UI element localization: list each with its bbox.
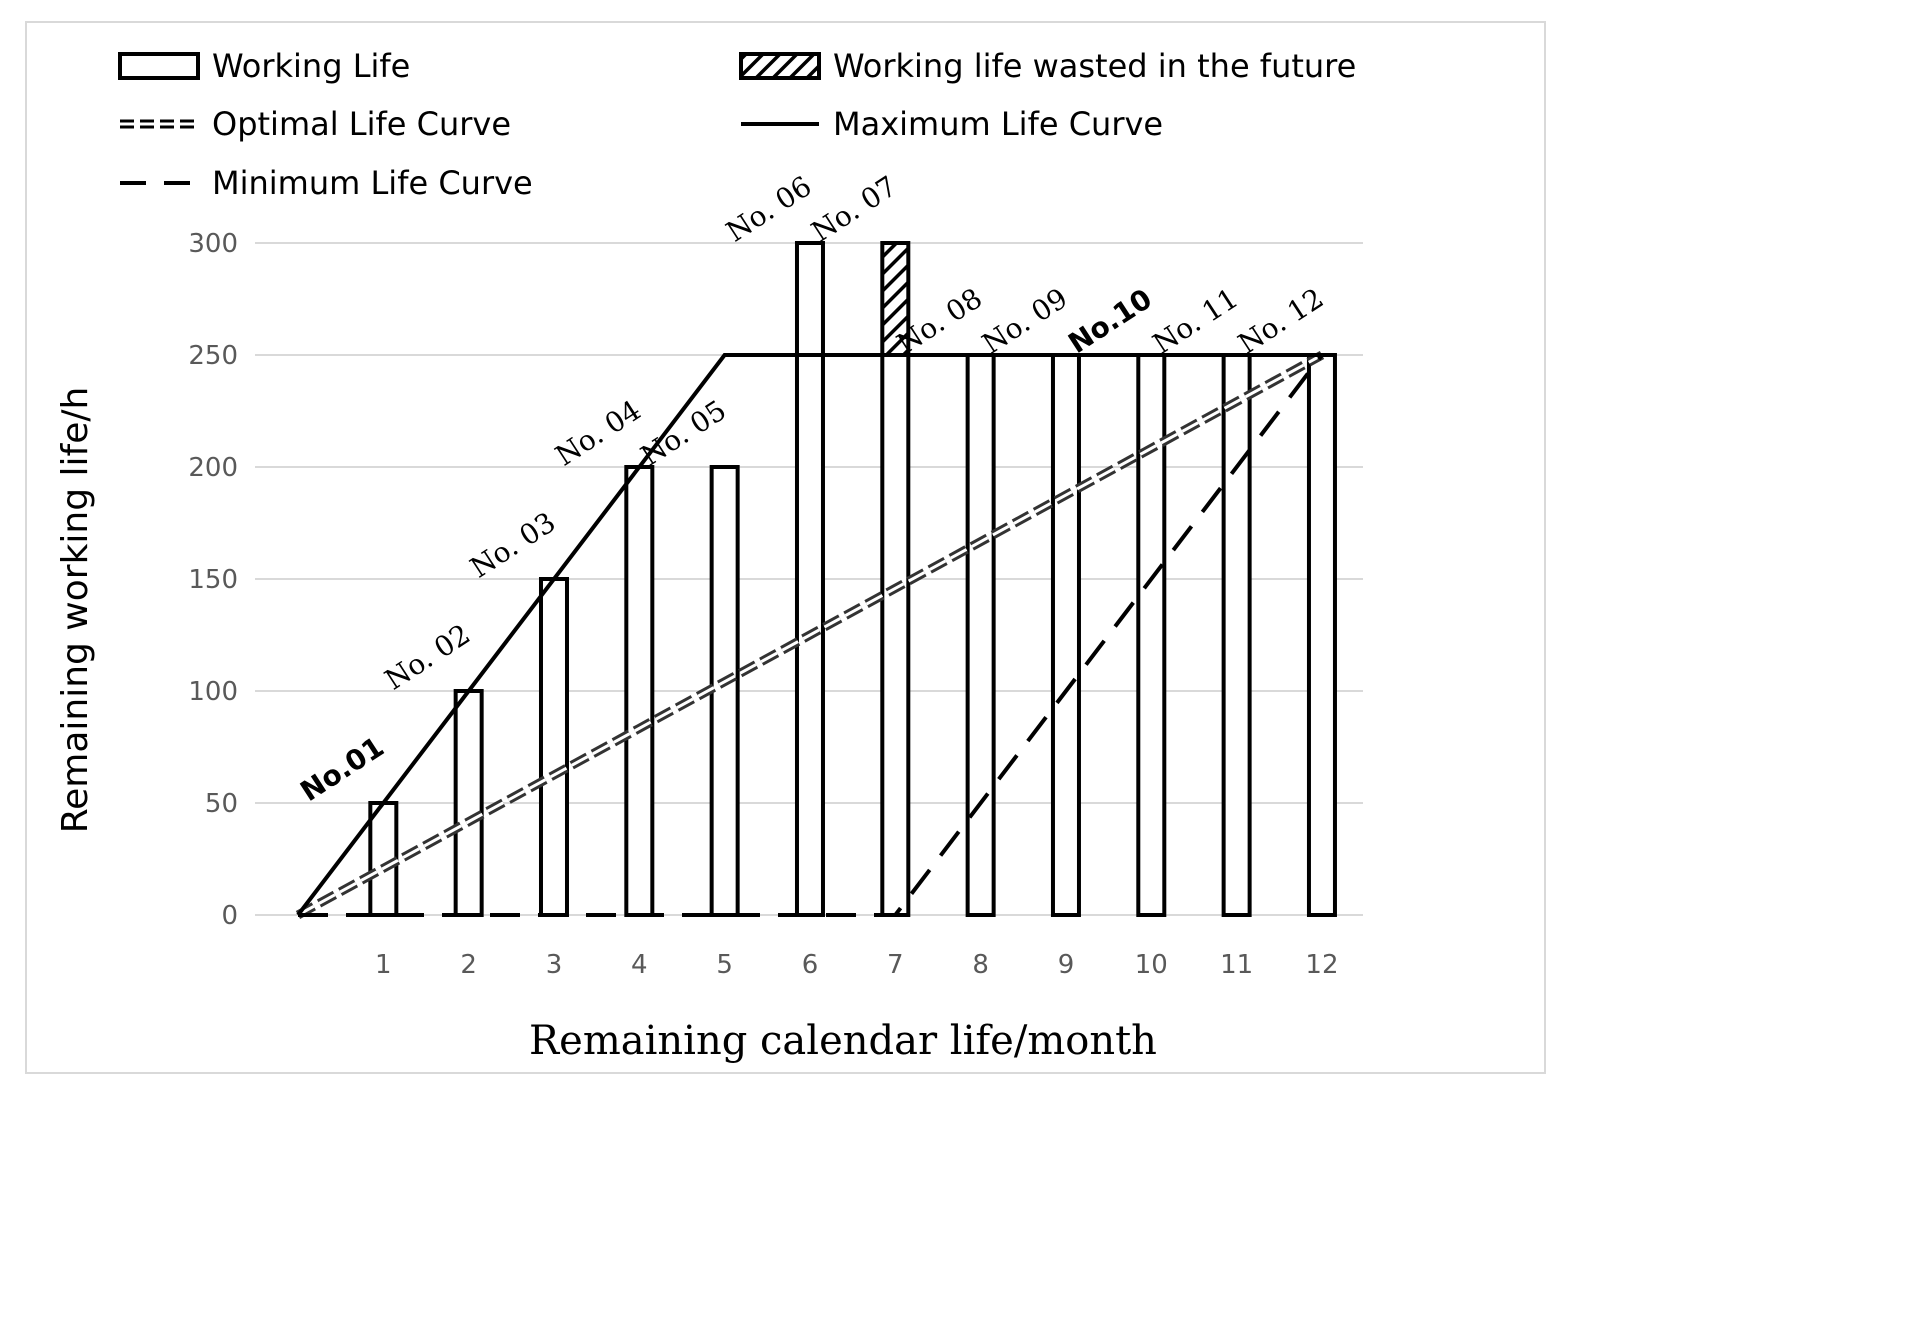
legend: Working Life Working life wasted in the … <box>118 47 1356 202</box>
x-tick-label: 12 <box>1305 950 1338 980</box>
curves <box>295 351 1325 919</box>
bar-working-life <box>965 353 996 917</box>
legend-item-minimum-curve: Minimum Life Curve <box>120 164 533 202</box>
bar-label: No. 07 <box>806 170 903 249</box>
bar-working-life <box>1221 353 1252 917</box>
minimum-life-curve <box>298 353 1324 917</box>
maximum-life-curve <box>296 353 1322 917</box>
x-tick-label: 3 <box>546 950 563 980</box>
x-axis-label: Remaining calendar life/month <box>529 1018 1157 1064</box>
legend-label-working-life: Working Life <box>212 47 410 85</box>
legend-item-wasted-life: Working life wasted in the future <box>739 47 1356 85</box>
optimal-life-curve-inner <box>297 353 1323 917</box>
legend-item-maximum-curve: Maximum Life Curve <box>741 105 1163 143</box>
bar-label: No. 02 <box>379 618 476 697</box>
bar-label: No. 11 <box>1147 282 1244 361</box>
chart-border <box>25 21 1546 1074</box>
x-axis-ticks: 1 2 3 4 5 6 7 8 9 10 11 12 <box>375 950 1338 980</box>
x-tick-label: 6 <box>802 950 819 980</box>
y-tick-label: 200 <box>188 453 238 483</box>
x-tick-label: 8 <box>972 950 989 980</box>
y-tick-label: 250 <box>188 341 238 371</box>
legend-label-optimal-curve: Optimal Life Curve <box>212 105 511 143</box>
bar-wasted-life <box>880 241 911 357</box>
x-tick-label: 2 <box>460 950 477 980</box>
bar-label: No. 09 <box>976 282 1073 361</box>
y-axis-ticks: 0 50 100 150 200 250 300 <box>188 229 238 931</box>
legend-swatch-wasted-life <box>739 52 821 80</box>
x-tick-label: 10 <box>1135 950 1168 980</box>
x-tick-label: 9 <box>1058 950 1075 980</box>
x-tick-label: 7 <box>887 950 904 980</box>
y-tick-label: 100 <box>188 677 238 707</box>
bar-working-life <box>624 465 655 917</box>
y-tick-label: 50 <box>205 789 238 819</box>
bar-label: No. 04 <box>550 394 647 473</box>
x-tick-label: 1 <box>375 950 392 980</box>
legend-item-optimal-curve: Optimal Life Curve <box>120 105 511 143</box>
x-tick-label: 5 <box>716 950 733 980</box>
bar-working-life <box>1306 353 1337 917</box>
y-tick-label: 300 <box>188 229 238 259</box>
bar-working-life <box>880 353 911 917</box>
legend-label-maximum-curve: Maximum Life Curve <box>833 105 1163 143</box>
bar-working-life <box>1050 353 1081 917</box>
x-tick-label: 4 <box>631 950 648 980</box>
bar-label: No.01 <box>294 730 389 808</box>
bar-working-life <box>538 577 569 917</box>
y-tick-label: 150 <box>188 565 238 595</box>
x-tick-label: 11 <box>1220 950 1253 980</box>
bar-label: No. 03 <box>464 506 561 585</box>
gridlines <box>255 242 1363 916</box>
legend-item-working-life: Working Life <box>118 47 410 85</box>
y-tick-label: 0 <box>221 901 238 931</box>
bar-label: No. 06 <box>720 170 817 249</box>
bar-label: No. 05 <box>635 394 732 473</box>
bar-label: No. 12 <box>1232 282 1329 361</box>
y-axis-label: Remaining working life/h <box>55 387 96 834</box>
bar-working-life <box>453 689 484 917</box>
legend-label-wasted-life: Working life wasted in the future <box>833 47 1356 85</box>
legend-label-minimum-curve: Minimum Life Curve <box>212 164 533 202</box>
legend-swatch-working-life <box>118 52 200 80</box>
bar-label: No.10 <box>1062 282 1157 360</box>
bar-working-life <box>794 241 825 917</box>
